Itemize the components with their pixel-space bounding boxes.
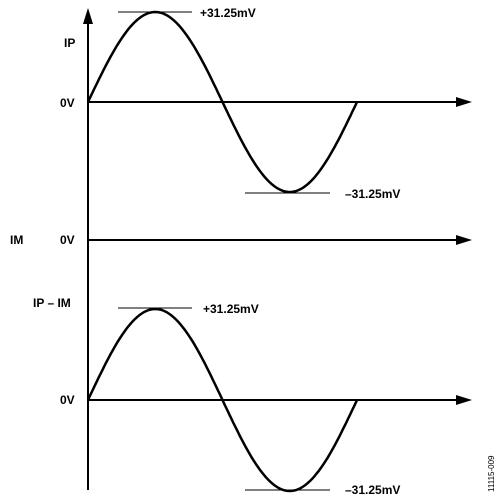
signal-label: IM xyxy=(10,233,23,247)
peak-label: +31.25mV xyxy=(200,6,256,20)
signal-label: IP – IM xyxy=(33,296,71,310)
zero-label: 0V xyxy=(60,96,75,110)
signal-label: IP xyxy=(64,36,75,50)
arrow-head xyxy=(456,97,472,107)
arrow-head xyxy=(456,395,472,405)
peak-label: +31.25mV xyxy=(203,302,259,316)
trough-label: –31.25mV xyxy=(345,483,400,497)
zero-label: 0V xyxy=(60,233,75,247)
ip-wave xyxy=(86,10,359,194)
figure-id: 11115-009 xyxy=(487,455,496,492)
diff-wave xyxy=(86,307,359,493)
arrow-head xyxy=(83,8,93,24)
arrow-head xyxy=(456,235,472,245)
zero-label: 0V xyxy=(60,393,75,407)
trough-label: –31.25mV xyxy=(345,187,400,201)
